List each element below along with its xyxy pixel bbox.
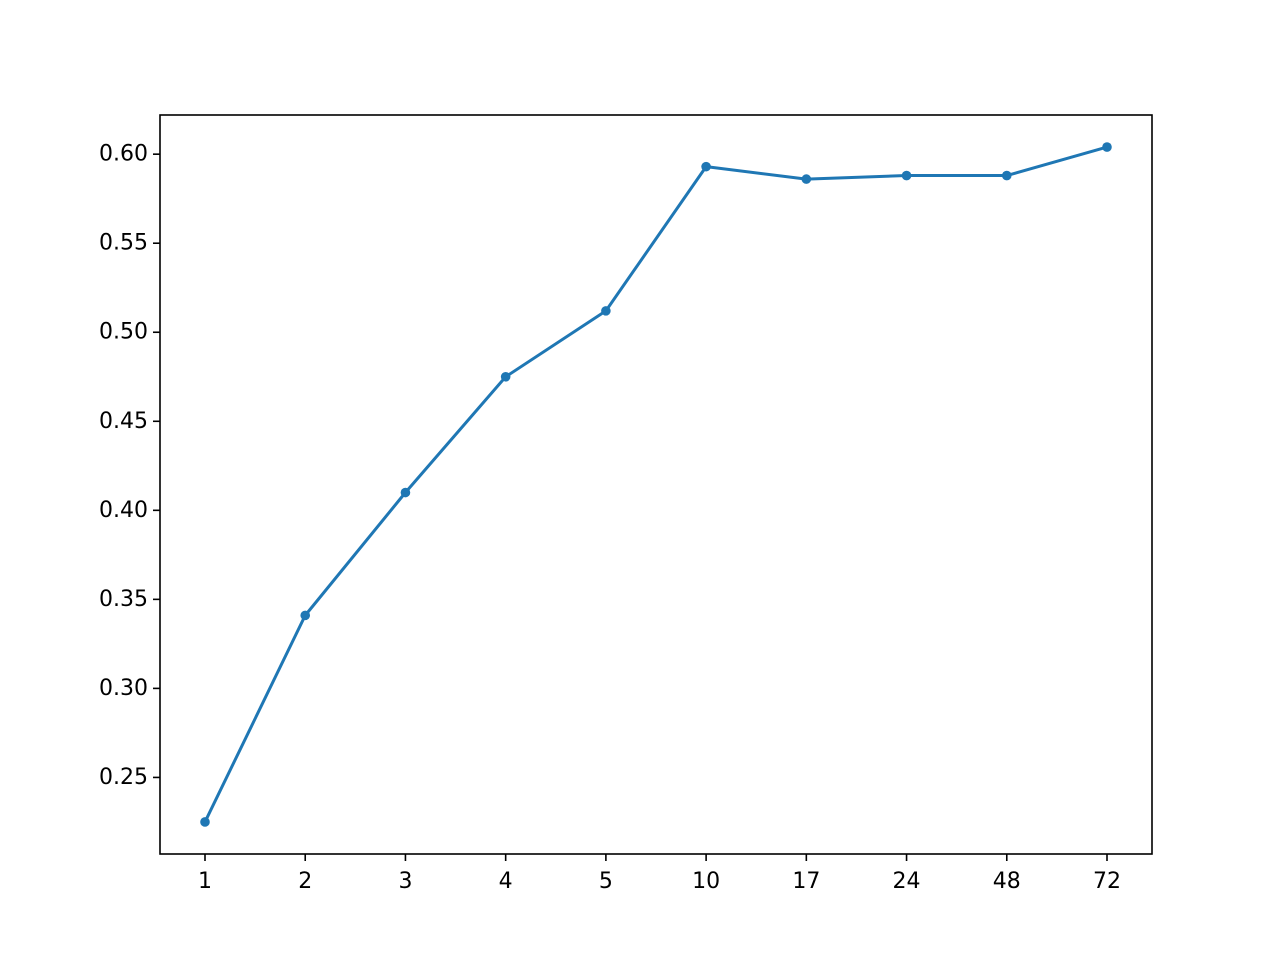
y-tick-label: 0.60 bbox=[99, 142, 148, 167]
x-tick-label: 24 bbox=[893, 869, 921, 894]
series-line bbox=[203, 145, 1109, 824]
x-tick-label: 17 bbox=[792, 869, 820, 894]
data-point bbox=[1102, 142, 1112, 152]
axes-frame bbox=[159, 114, 1153, 855]
data-point bbox=[701, 161, 711, 172]
data-point bbox=[601, 306, 611, 316]
y-tick-label: 0.35 bbox=[99, 587, 148, 612]
x-tick-label: 48 bbox=[993, 869, 1021, 894]
x-tick-label: 4 bbox=[499, 869, 513, 894]
x-tick-label: 1 bbox=[198, 869, 212, 894]
data-point bbox=[200, 817, 210, 827]
y-tick-label: 0.50 bbox=[99, 320, 148, 345]
data-point bbox=[901, 170, 912, 181]
data-point bbox=[500, 371, 511, 382]
data-point bbox=[400, 487, 411, 498]
y-tick-label: 0.30 bbox=[99, 676, 148, 701]
y-tick-label: 0.40 bbox=[99, 498, 148, 523]
plot-area bbox=[200, 142, 1112, 827]
y-tick-label: 0.45 bbox=[99, 409, 148, 434]
x-axis: 1 2 3 4 5 10 17 24 48 72 bbox=[198, 854, 1121, 894]
x-tick-label: 10 bbox=[692, 869, 720, 894]
data-point bbox=[801, 174, 812, 184]
data-point bbox=[300, 610, 311, 621]
y-axis: 0.25 0.30 0.35 0.40 0.45 0.50 0.55 0.60 bbox=[99, 142, 160, 790]
data-point bbox=[1001, 170, 1012, 181]
x-tick-label: 5 bbox=[599, 869, 613, 894]
y-tick-label: 0.55 bbox=[99, 231, 148, 256]
x-tick-label: 2 bbox=[298, 869, 312, 894]
x-tick-label: 72 bbox=[1093, 869, 1121, 894]
y-tick-label: 0.25 bbox=[99, 765, 148, 790]
x-tick-label: 3 bbox=[398, 869, 412, 894]
